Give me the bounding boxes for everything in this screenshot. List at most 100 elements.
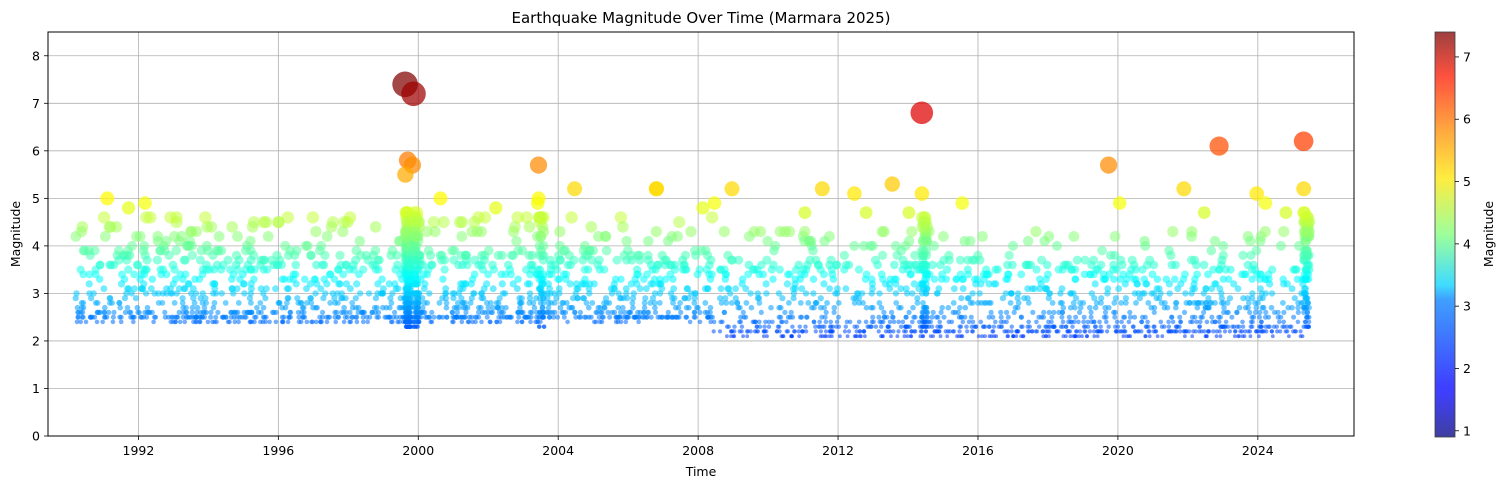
- scatter-point: [180, 255, 190, 265]
- scatter-point: [1143, 334, 1148, 339]
- x-tick-label: 2012: [822, 443, 854, 458]
- scatter-point: [1019, 334, 1023, 339]
- scatter-point: [929, 324, 935, 329]
- scatter-point: [142, 255, 152, 265]
- scatter-point: [454, 309, 460, 315]
- y-tick-label: 6: [32, 143, 40, 158]
- scatter-point-notable: [1258, 196, 1273, 210]
- scatter-point: [1207, 300, 1213, 306]
- scatter-point: [1177, 314, 1183, 320]
- scatter-point: [111, 309, 117, 315]
- scatter-point: [1263, 324, 1269, 329]
- scatter-point: [515, 319, 520, 325]
- scatter-point: [260, 290, 267, 297]
- scatter-point: [1166, 324, 1172, 329]
- scatter-point: [928, 319, 933, 325]
- scatter-point: [1147, 329, 1152, 334]
- scatter-point: [232, 319, 238, 325]
- scatter-point: [241, 245, 251, 256]
- scatter-point: [1257, 334, 1261, 339]
- scatter-point-notable: [433, 191, 448, 206]
- scatter-point: [889, 334, 893, 339]
- scatter-point: [918, 329, 924, 334]
- scatter-point: [909, 290, 916, 297]
- scatter-point: [443, 304, 450, 311]
- scatter-point: [518, 300, 525, 306]
- scatter-point: [938, 309, 944, 315]
- scatter-point: [921, 334, 925, 339]
- y-tick-label: 4: [32, 238, 40, 253]
- scatter-point: [913, 329, 918, 334]
- scatter-point: [973, 324, 979, 329]
- scatter-point: [240, 280, 248, 288]
- scatter-point: [755, 329, 761, 334]
- scatter-point: [353, 304, 359, 311]
- scatter-point: [1054, 265, 1063, 274]
- scatter-point: [217, 265, 226, 274]
- scatter-point: [272, 250, 282, 260]
- scatter-point: [812, 300, 819, 306]
- scatter-point: [876, 329, 881, 334]
- scatter-point: [485, 304, 492, 311]
- scatter-point: [1098, 324, 1103, 329]
- scatter-point: [1151, 309, 1157, 315]
- scatter-point: [514, 275, 522, 283]
- scatter-point: [1206, 329, 1211, 334]
- scatter-point: [935, 324, 940, 329]
- scatter-point: [332, 309, 338, 315]
- scatter-point: [983, 334, 987, 339]
- scatter-point: [325, 221, 338, 233]
- scatter-point: [782, 309, 788, 315]
- scatter-point: [1183, 334, 1187, 339]
- scatter-point: [476, 309, 482, 315]
- scatter-point: [545, 304, 552, 311]
- scatter-point: [1225, 275, 1233, 283]
- scatter-point: [547, 270, 556, 279]
- scatter-point: [406, 304, 412, 311]
- scatter-point: [1123, 300, 1129, 306]
- scatter-point: [1040, 329, 1046, 334]
- scatter-point: [865, 324, 870, 329]
- scatter-point: [1240, 270, 1249, 279]
- scatter-point: [702, 300, 709, 306]
- scatter-point: [1202, 329, 1207, 334]
- scatter-point: [588, 314, 594, 320]
- scatter-point: [390, 319, 395, 325]
- scatter-point: [890, 260, 899, 270]
- scatter-point-notable: [696, 201, 710, 215]
- scatter-point: [162, 270, 171, 279]
- scatter-point: [617, 275, 625, 283]
- scatter-point: [958, 295, 965, 302]
- scatter-point: [665, 309, 671, 315]
- scatter-point: [351, 245, 362, 256]
- scatter-point: [1115, 324, 1121, 329]
- scatter-point: [615, 314, 621, 320]
- scatter-point: [1135, 329, 1140, 334]
- scatter-point: [415, 319, 421, 325]
- scatter-point: [1199, 314, 1205, 320]
- scatter-point: [753, 319, 758, 325]
- scatter-point: [286, 275, 294, 283]
- scatter-point: [385, 280, 393, 288]
- scatter-point: [429, 309, 435, 315]
- scatter-point: [339, 309, 345, 315]
- scatter-point: [367, 314, 373, 320]
- scatter-point: [1291, 295, 1298, 302]
- scatter-point: [820, 280, 828, 288]
- scatter-point: [742, 285, 750, 293]
- scatter-point: [125, 250, 135, 260]
- scatter-point: [802, 290, 810, 297]
- scatter-point: [843, 324, 848, 329]
- scatter-point: [990, 314, 996, 320]
- scatter-point: [1204, 319, 1210, 325]
- scatter-point-notable: [724, 181, 740, 197]
- scatter-point: [429, 319, 435, 325]
- scatter-point: [941, 314, 947, 320]
- scatter-point: [74, 304, 81, 311]
- scatter-point: [910, 304, 916, 311]
- scatter-point: [957, 329, 962, 334]
- scatter-point: [225, 319, 231, 325]
- scatter-point: [535, 211, 548, 224]
- scatter-point: [479, 309, 486, 315]
- scatter-point: [986, 300, 993, 306]
